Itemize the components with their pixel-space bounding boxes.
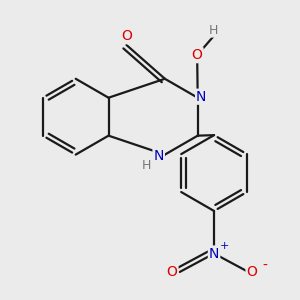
Text: N: N (154, 148, 164, 163)
Text: H: H (209, 24, 218, 37)
Text: -: - (262, 259, 267, 273)
Text: O: O (192, 48, 203, 62)
Text: O: O (121, 29, 132, 43)
Text: H: H (142, 159, 152, 172)
Text: O: O (247, 265, 257, 279)
Text: N: N (209, 247, 219, 260)
Text: +: + (220, 241, 229, 251)
Text: N: N (196, 90, 206, 104)
Text: O: O (167, 265, 178, 279)
